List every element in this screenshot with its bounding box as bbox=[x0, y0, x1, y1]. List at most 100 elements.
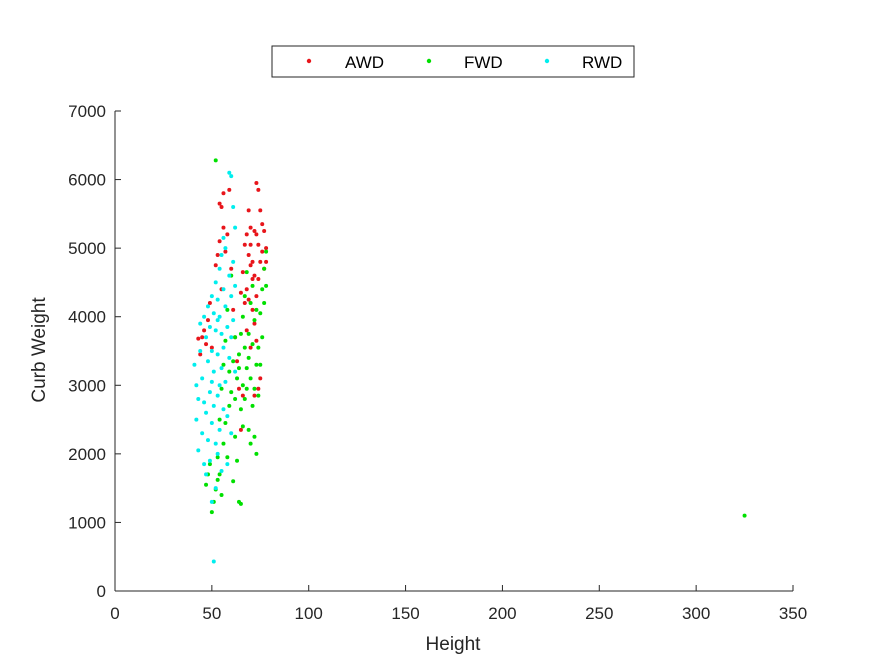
x-tick-label: 300 bbox=[682, 604, 710, 623]
data-point bbox=[244, 287, 249, 292]
data-point bbox=[244, 366, 249, 371]
data-point bbox=[262, 301, 267, 305]
data-point bbox=[233, 225, 238, 230]
data-point bbox=[223, 304, 228, 309]
data-point bbox=[215, 352, 220, 357]
data-point bbox=[221, 441, 226, 446]
data-point bbox=[254, 294, 259, 299]
data-point bbox=[223, 246, 228, 251]
data-point bbox=[260, 335, 265, 340]
data-point bbox=[213, 280, 218, 285]
data-point bbox=[219, 493, 224, 497]
x-tick-label: 0 bbox=[110, 604, 119, 623]
series-rwd bbox=[192, 170, 238, 564]
legend-label-awd: AWD bbox=[345, 53, 384, 72]
data-point bbox=[236, 352, 241, 357]
data-point bbox=[238, 427, 243, 432]
data-point bbox=[221, 407, 226, 412]
x-tick-label: 150 bbox=[391, 604, 419, 623]
data-point bbox=[256, 242, 261, 247]
data-point bbox=[233, 369, 238, 374]
data-point bbox=[213, 158, 218, 163]
data-point bbox=[231, 259, 236, 264]
y-tick-label: 4000 bbox=[68, 308, 106, 327]
data-point bbox=[231, 359, 236, 364]
data-point bbox=[217, 201, 222, 206]
data-point bbox=[225, 307, 230, 312]
data-point bbox=[246, 331, 251, 336]
data-point bbox=[227, 170, 232, 175]
data-point bbox=[233, 434, 238, 439]
data-point bbox=[248, 376, 253, 381]
data-point bbox=[254, 232, 259, 237]
data-point bbox=[219, 366, 224, 371]
data-points bbox=[192, 158, 747, 564]
data-point bbox=[223, 338, 228, 343]
data-point bbox=[205, 438, 210, 443]
data-point bbox=[213, 441, 218, 446]
data-point bbox=[264, 283, 269, 288]
data-point bbox=[219, 205, 224, 209]
data-point bbox=[235, 376, 240, 381]
data-point bbox=[219, 469, 224, 473]
data-point bbox=[213, 328, 218, 333]
y-tick-label: 2000 bbox=[68, 445, 106, 464]
data-point bbox=[213, 486, 218, 491]
data-point bbox=[215, 393, 220, 398]
data-point bbox=[223, 379, 228, 384]
data-point bbox=[242, 242, 247, 247]
legend-label-fwd: FWD bbox=[464, 53, 503, 72]
data-point bbox=[248, 301, 253, 305]
data-point bbox=[252, 229, 257, 233]
data-point bbox=[207, 301, 212, 305]
data-point bbox=[198, 321, 203, 326]
data-point bbox=[211, 369, 216, 374]
data-point bbox=[207, 462, 212, 467]
data-point bbox=[229, 174, 234, 179]
data-point bbox=[250, 277, 255, 281]
data-point bbox=[223, 249, 228, 254]
data-point bbox=[217, 383, 222, 388]
data-point bbox=[246, 355, 251, 360]
series-fwd bbox=[204, 158, 747, 518]
series-awd bbox=[196, 181, 269, 432]
data-point bbox=[209, 421, 214, 425]
data-point bbox=[240, 314, 245, 319]
data-point bbox=[264, 259, 269, 264]
data-point bbox=[242, 345, 247, 350]
data-point bbox=[250, 259, 255, 264]
data-point bbox=[233, 283, 238, 288]
data-point bbox=[252, 434, 257, 439]
data-point bbox=[262, 266, 267, 271]
data-point bbox=[240, 383, 245, 388]
y-tick-label: 1000 bbox=[68, 513, 106, 532]
data-point bbox=[205, 359, 210, 364]
x-tick-label: 350 bbox=[779, 604, 807, 623]
data-point bbox=[221, 345, 226, 350]
data-point bbox=[264, 246, 269, 251]
data-point bbox=[244, 328, 249, 333]
data-point bbox=[258, 362, 263, 367]
data-point bbox=[215, 451, 220, 456]
x-axis-ticks: 0 50 100 150 200 250 300 350 bbox=[110, 585, 807, 623]
y-axis-label: Curb Weight bbox=[29, 297, 50, 403]
data-point bbox=[254, 181, 259, 185]
x-tick-label: 100 bbox=[295, 604, 323, 623]
legend: AWD FWD RWD bbox=[271, 45, 635, 78]
data-point bbox=[250, 307, 255, 312]
data-point bbox=[225, 325, 230, 329]
data-point bbox=[221, 235, 226, 240]
data-point bbox=[248, 345, 253, 350]
data-point bbox=[231, 318, 236, 323]
data-point bbox=[194, 383, 199, 388]
data-point bbox=[225, 455, 230, 460]
data-point bbox=[252, 273, 257, 278]
data-point bbox=[211, 403, 216, 408]
data-point bbox=[202, 314, 207, 319]
data-point bbox=[217, 314, 222, 319]
data-point bbox=[233, 397, 238, 401]
data-point bbox=[217, 472, 222, 477]
data-point bbox=[219, 253, 224, 257]
x-tick-label: 200 bbox=[488, 604, 516, 623]
data-point bbox=[246, 253, 251, 257]
